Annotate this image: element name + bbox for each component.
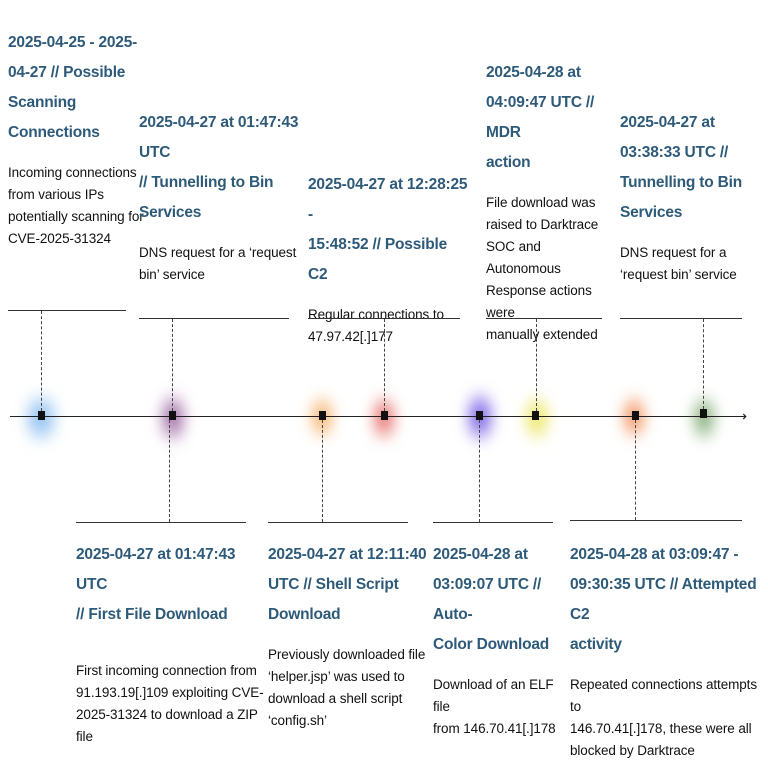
event-tunnelling-1: 2025-04-27 at 01:47:43 UTC // Tunnelling… bbox=[139, 108, 299, 286]
event-title: 2025-04-27 at 01:47:43 UTC // Tunnelling… bbox=[139, 114, 299, 221]
connector bbox=[322, 420, 323, 522]
event-description: Regular connections to 47.97.42[.]177 bbox=[308, 307, 444, 344]
separator bbox=[486, 318, 602, 319]
connector bbox=[479, 420, 480, 522]
timeline-axis bbox=[10, 416, 735, 417]
event-possible-c2: 2025-04-27 at 12:28:25 - 15:48:52 // Pos… bbox=[308, 170, 468, 348]
event-title: 2025-04-27 at 12:11:40 UTC // Shell Scri… bbox=[268, 546, 427, 623]
event-title: 2025-04-28 at 04:09:47 UTC // MDR action bbox=[486, 64, 595, 171]
event-title: 2025-04-27 at 03:38:33 UTC // Tunnelling… bbox=[620, 114, 743, 221]
glow-8 bbox=[690, 392, 718, 444]
event-description: DNS request for a ‘request bin’ service bbox=[620, 245, 737, 282]
event-shell-script-download: 2025-04-27 at 12:11:40 UTC // Shell Scri… bbox=[268, 540, 428, 732]
event-description: Previously downloaded file ‘helper.jsp’ … bbox=[268, 647, 426, 728]
separator bbox=[308, 318, 460, 319]
separator bbox=[8, 310, 126, 311]
connector bbox=[703, 319, 704, 409]
event-title: 2025-04-27 at 12:28:25 - 15:48:52 // Pos… bbox=[308, 176, 468, 283]
connector bbox=[169, 420, 170, 522]
axis-arrowhead-icon: ⟶ bbox=[727, 408, 748, 424]
separator bbox=[268, 522, 408, 523]
event-description: DNS request for a ‘request bin’ service bbox=[139, 245, 297, 282]
connector bbox=[536, 319, 537, 411]
timeline-marker bbox=[319, 411, 326, 420]
timeline-marker bbox=[700, 409, 707, 418]
timeline-marker bbox=[476, 411, 483, 420]
separator bbox=[570, 520, 742, 521]
separator bbox=[620, 318, 742, 319]
connector bbox=[172, 319, 173, 411]
event-description: File download was raised to Darktrace SO… bbox=[486, 195, 599, 342]
event-attempted-c2: 2025-04-28 at 03:09:47 - 09:30:35 UTC //… bbox=[570, 540, 765, 762]
timeline-marker bbox=[38, 411, 45, 420]
event-auto-color-download: 2025-04-28 at 03:09:07 UTC // Auto- Colo… bbox=[433, 540, 573, 740]
event-title: 2025-04-28 at 03:09:07 UTC // Auto- Colo… bbox=[433, 546, 550, 653]
timeline-marker bbox=[632, 411, 639, 420]
event-description: First incoming connection from 91.193.19… bbox=[76, 663, 264, 744]
timeline-marker bbox=[169, 411, 176, 420]
event-possible-scanning: 2025-04-25 - 2025- 04-27 // Possible Sca… bbox=[8, 28, 148, 250]
separator bbox=[433, 522, 553, 523]
connector bbox=[635, 420, 636, 520]
event-description: Repeated connections attempts to 146.70.… bbox=[570, 677, 757, 758]
separator bbox=[76, 522, 246, 523]
connector bbox=[384, 319, 385, 411]
timeline-marker bbox=[381, 411, 388, 420]
event-title: 2025-04-27 at 01:47:43 UTC // First File… bbox=[76, 546, 236, 623]
separator bbox=[139, 318, 289, 319]
event-description: Incoming connections from various IPs po… bbox=[8, 165, 144, 246]
event-description: Download of an ELF file from 146.70.41[.… bbox=[433, 677, 556, 736]
event-title: 2025-04-25 - 2025- 04-27 // Possible Sca… bbox=[8, 34, 138, 141]
event-first-file-download: 2025-04-27 at 01:47:43 UTC // First File… bbox=[76, 540, 266, 748]
connector bbox=[41, 311, 42, 411]
timeline-marker bbox=[532, 411, 539, 420]
event-tunnelling-2: 2025-04-27 at 03:38:33 UTC // Tunnelling… bbox=[620, 108, 750, 286]
event-mdr-action: 2025-04-28 at 04:09:47 UTC // MDR action… bbox=[486, 58, 616, 346]
event-title: 2025-04-28 at 03:09:47 - 09:30:35 UTC //… bbox=[570, 546, 757, 653]
